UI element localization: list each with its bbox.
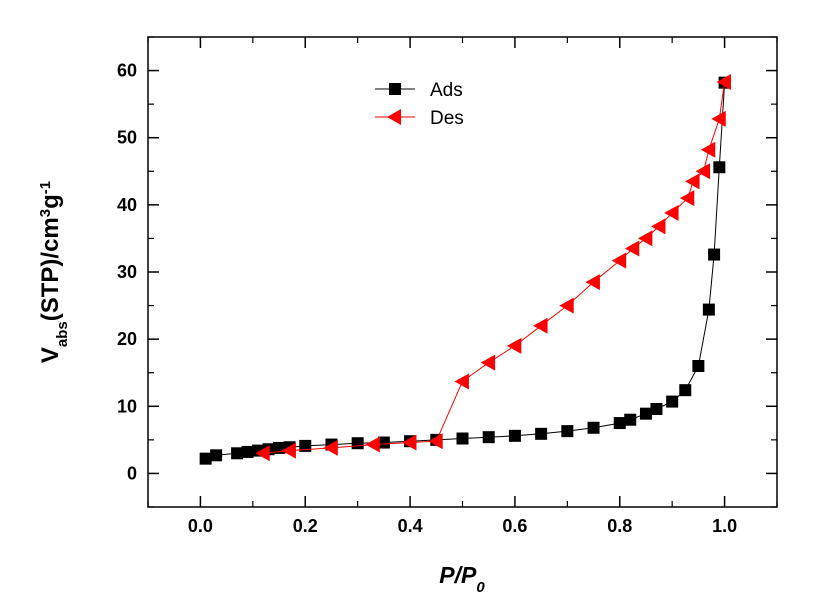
data-point-des bbox=[480, 354, 496, 371]
data-point-des bbox=[281, 442, 296, 459]
legend: Ads Des bbox=[375, 80, 464, 129]
data-point-des bbox=[664, 204, 679, 221]
data-point-ads bbox=[692, 360, 705, 372]
legend-item-ads: Ads bbox=[375, 80, 463, 101]
x-tick-label: 0.2 bbox=[293, 516, 318, 536]
x-tick-label: 1.0 bbox=[712, 516, 737, 536]
legend-marker-ads bbox=[389, 83, 401, 95]
data-point-des bbox=[402, 434, 417, 451]
data-point-ads bbox=[650, 402, 663, 415]
y-tick-label: 60 bbox=[117, 61, 137, 81]
y-tick-label: 40 bbox=[117, 195, 137, 215]
data-point-ads bbox=[377, 436, 390, 449]
data-point-ads bbox=[713, 161, 726, 174]
data-point-des bbox=[323, 439, 338, 456]
legend-marker-des bbox=[387, 109, 401, 125]
data-point-des bbox=[365, 436, 380, 453]
data-point-ads bbox=[210, 449, 223, 462]
data-point-ads bbox=[199, 452, 212, 465]
x-tick-label: 0.6 bbox=[502, 516, 527, 536]
y-tick-label: 10 bbox=[117, 396, 137, 416]
data-point-ads bbox=[666, 395, 679, 408]
data-point-ads bbox=[456, 432, 469, 445]
x-tick-label: 0.0 bbox=[188, 516, 213, 536]
x-axis-title: P/P0 bbox=[439, 562, 485, 596]
ticks-layer: 0.0 0.2 0.4 0.6 0.8 1.0 0 10 20 30 40 50 60 bbox=[117, 36, 778, 536]
data-point-ads bbox=[639, 407, 652, 420]
data-point-ads bbox=[613, 417, 626, 430]
data-point-ads bbox=[241, 445, 254, 458]
data-point-des bbox=[685, 173, 700, 190]
y-tick-label: 0 bbox=[127, 463, 137, 483]
data-point-ads bbox=[535, 427, 548, 440]
data-point-ads bbox=[708, 248, 721, 261]
data-point-ads bbox=[702, 303, 715, 316]
data-point-des bbox=[624, 240, 640, 257]
data-point-des bbox=[651, 218, 666, 235]
data-point-des bbox=[695, 163, 711, 180]
data-point-des bbox=[255, 445, 270, 462]
y-tick-label: 30 bbox=[117, 262, 137, 282]
data-point-ads bbox=[624, 413, 637, 426]
data-point-ads bbox=[587, 421, 600, 434]
data-point-ads bbox=[231, 447, 244, 460]
data-point-des bbox=[716, 73, 731, 90]
data-point-des bbox=[611, 252, 627, 269]
data-point-des bbox=[585, 274, 600, 291]
data-point-ads bbox=[679, 384, 692, 397]
data-point-des bbox=[428, 433, 443, 450]
data-point-des bbox=[711, 110, 726, 127]
data-point-ads bbox=[561, 425, 574, 438]
x-tick-label: 0.4 bbox=[398, 516, 423, 536]
series-layer bbox=[199, 73, 731, 465]
y-tick-label: 50 bbox=[117, 128, 137, 148]
y-tick-label: 20 bbox=[117, 329, 137, 349]
data-point-des bbox=[533, 317, 548, 334]
legend-label-ads: Ads bbox=[430, 80, 463, 101]
series-line-des bbox=[263, 81, 726, 454]
data-point-ads bbox=[351, 437, 364, 450]
data-point-des bbox=[559, 297, 574, 314]
data-point-des bbox=[506, 337, 522, 354]
x-tick-label: 0.8 bbox=[607, 516, 632, 536]
data-point-des bbox=[700, 141, 716, 158]
data-point-ads bbox=[482, 431, 495, 444]
data-point-ads bbox=[508, 429, 521, 442]
series-line-ads bbox=[205, 82, 726, 460]
legend-item-des: Des bbox=[375, 108, 464, 129]
legend-label-des: Des bbox=[430, 108, 464, 129]
data-point-des bbox=[454, 373, 469, 390]
data-point-des bbox=[637, 230, 653, 247]
data-point-des bbox=[679, 190, 695, 207]
y-axis-title: Vabs(STP)/cm3g-1 bbox=[37, 181, 71, 363]
